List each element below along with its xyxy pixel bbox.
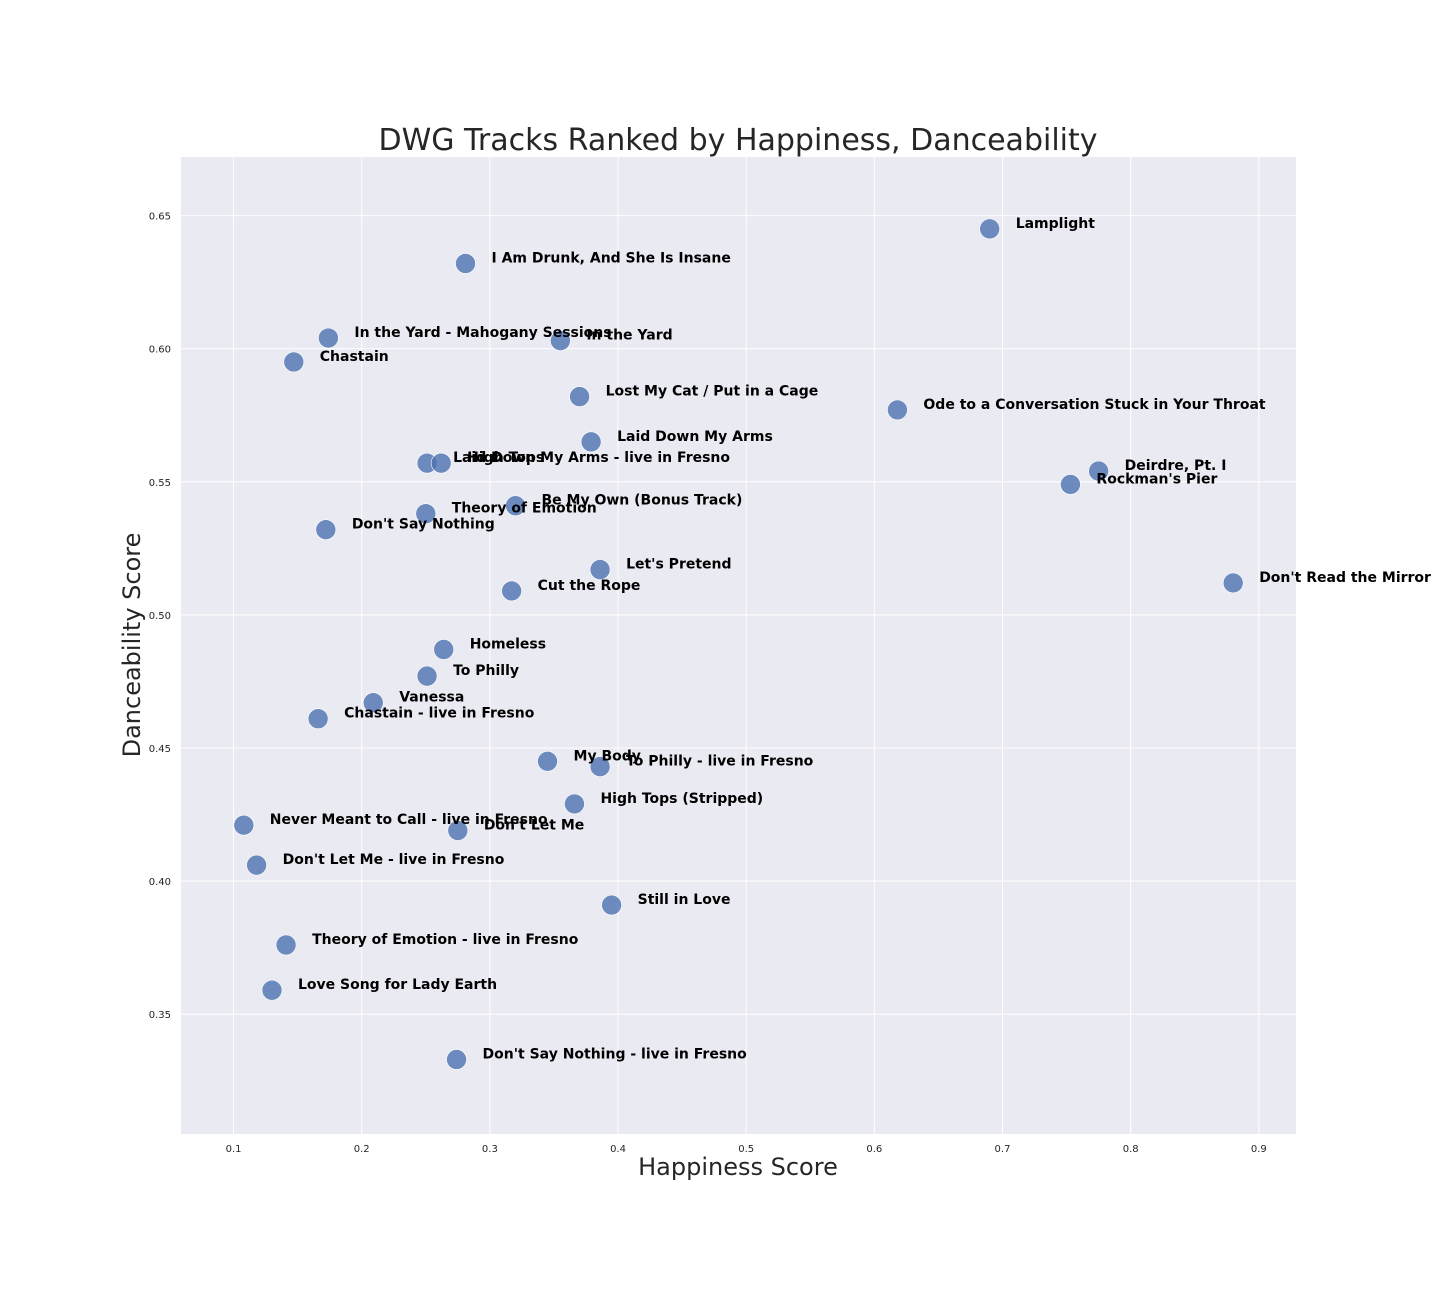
data-label: Theory of Emotion - live in Fresno: [312, 932, 579, 948]
data-labels: Lamplight I Am Drunk, And She Is Insane In…: [270, 216, 1431, 1063]
data-label: I Am Drunk, And She Is Insane: [492, 250, 731, 266]
data-point: [505, 495, 526, 517]
data-point: [979, 218, 1000, 240]
data-label: High Tops: [467, 450, 544, 466]
data-point: [416, 665, 438, 687]
x-tick-label: 0.5: [738, 1144, 754, 1155]
data-label: To Philly: [453, 663, 519, 679]
data-point: [1060, 474, 1081, 495]
data-label: Chastain - live in Fresno: [344, 706, 535, 722]
data-label: Still in Love: [638, 892, 731, 908]
y-tick-label: 0.55: [149, 478, 171, 489]
data-point: [447, 820, 469, 841]
data-label: Rockman's Pier: [1096, 471, 1217, 487]
data-point: [318, 327, 339, 349]
data-point: [246, 854, 267, 876]
x-tick-label: 0.7: [995, 1144, 1011, 1155]
data-point: [307, 708, 329, 730]
chart-title: DWG Tracks Ranked by Happiness, Danceabi…: [378, 123, 1097, 158]
x-tick-label: 0.9: [1251, 1144, 1267, 1155]
data-label: Don't Say Nothing: [352, 517, 495, 533]
data-label: Cut the Rope: [538, 578, 641, 594]
x-tick-label: 0.8: [1123, 1144, 1139, 1155]
data-label: High Tops (Stripped): [600, 791, 763, 807]
grid-lines: [181, 157, 1296, 1134]
data-point: [601, 894, 622, 916]
data-point: [261, 979, 283, 1001]
x-tick-label: 0.6: [866, 1144, 882, 1155]
data-point: [589, 756, 611, 777]
data-label: Vanessa: [399, 690, 464, 706]
y-tick-label: 0.40: [149, 877, 171, 888]
data-label: Ode to a Conversation Stuck in Your Thro…: [923, 397, 1265, 413]
tick-labels: 0.1 0.2 0.3 0.4 0.5 0.6 0.7 0.8 0.9 0.35 0.40 0.45 0…: [149, 212, 1267, 1155]
data-point: [233, 814, 255, 836]
y-tick-label: 0.35: [149, 1010, 171, 1021]
data-label: Chastain: [320, 349, 389, 365]
data-label: Homeless: [470, 636, 546, 652]
data-label: Lamplight: [1016, 216, 1096, 232]
data-point: [589, 559, 611, 580]
data-label: Let's Pretend: [626, 557, 731, 573]
data-point: [887, 399, 908, 421]
data-point: [537, 751, 558, 772]
data-label: To Philly - live in Fresno: [626, 754, 814, 770]
x-tick-label: 0.3: [482, 1144, 498, 1155]
y-tick-label: 0.65: [149, 212, 171, 223]
data-point: [1222, 572, 1244, 594]
x-tick-label: 0.4: [610, 1144, 626, 1155]
y-axis-label: Danceability Score: [118, 533, 146, 758]
data-point: [315, 519, 337, 540]
y-tick-label: 0.60: [149, 345, 171, 356]
data-label: In the Yard - Mahogany Sessions: [354, 325, 611, 341]
data-point: [569, 386, 590, 407]
data-label: Laid Down My Arms - live in Fresno: [453, 450, 730, 466]
data-point: [455, 253, 476, 274]
data-label: Love Song for Lady Earth: [298, 977, 497, 993]
y-tick-label: 0.45: [149, 744, 171, 755]
data-label: Don't Let Me: [484, 818, 584, 834]
data-point: [433, 639, 455, 660]
data-label: Be My Own (Bonus Track): [542, 493, 743, 509]
data-point: [580, 431, 602, 453]
data-label: Lost My Cat / Put in a Cage: [606, 384, 819, 400]
data-label: Deirdre, Pt. I: [1125, 458, 1227, 474]
data-label: Laid Down My Arms: [617, 429, 773, 445]
data-label: Don't Say Nothing - live in Fresno: [483, 1046, 748, 1062]
x-tick-label: 0.1: [226, 1144, 242, 1155]
data-point: [550, 330, 571, 351]
data-point: [564, 793, 585, 815]
data-point: [415, 503, 437, 525]
x-axis-label: Happiness Score: [638, 1153, 838, 1181]
data-label: My Body: [574, 748, 641, 764]
data-point: [283, 351, 305, 373]
data-points: [233, 218, 1244, 1070]
data-point: [275, 934, 297, 956]
data-point: [430, 452, 452, 474]
data-point: [362, 692, 384, 714]
data-point: [1088, 460, 1109, 482]
y-tick-label: 0.50: [149, 611, 171, 622]
data-point: [501, 580, 522, 602]
plot-area: [181, 157, 1296, 1134]
data-label: Theory of Emotion: [452, 501, 597, 517]
data-label: Don't Read the Mirror: [1259, 570, 1431, 586]
x-tick-label: 0.2: [354, 1144, 370, 1155]
data-label: In the Yard: [586, 328, 672, 344]
data-label: Don't Let Me - live in Fresno: [283, 852, 505, 868]
data-label: Never Meant to Call - live in Fresno: [270, 812, 548, 828]
data-point: [446, 1049, 467, 1070]
